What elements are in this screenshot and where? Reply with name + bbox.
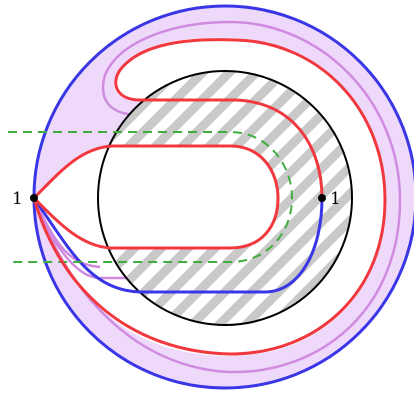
white-lens <box>34 146 278 248</box>
blue-inner-curve <box>32 197 324 294</box>
left-point <box>30 194 38 202</box>
right-point <box>318 194 326 202</box>
inner-circle <box>97 70 353 326</box>
right-point-label: 1 <box>330 189 341 209</box>
red-inner-curve <box>32 144 280 250</box>
lavender-inner-curve <box>32 197 101 269</box>
red-outer-curve <box>32 38 387 356</box>
left-point-label: 1 <box>12 189 23 209</box>
red-curves <box>32 38 387 356</box>
dashed-curve <box>8 131 294 263</box>
